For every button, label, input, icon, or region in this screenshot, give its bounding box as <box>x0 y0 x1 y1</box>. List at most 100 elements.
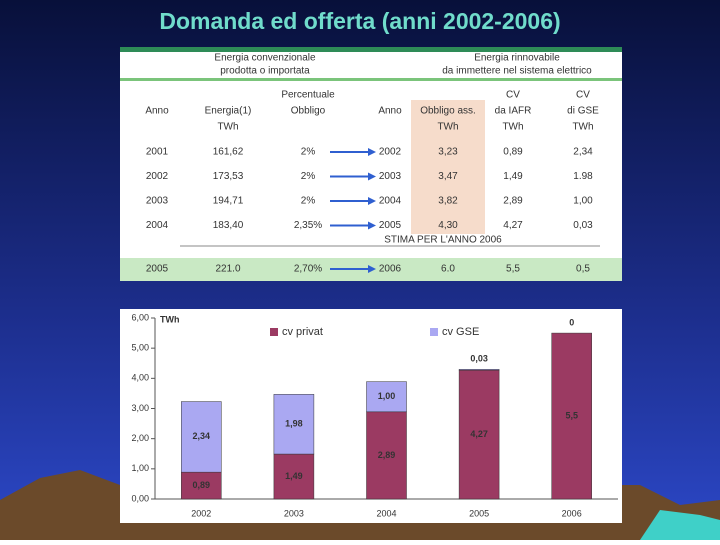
bar-segment <box>458 369 500 500</box>
table-cell: 2% <box>301 171 316 182</box>
value-label: 1,98 <box>285 419 303 429</box>
column-header: Anno <box>145 106 169 117</box>
arrow-head <box>368 197 376 205</box>
y-tick-label: 3,00 <box>131 403 149 413</box>
column-header: Energia(1) <box>205 106 252 117</box>
legend-label: cv privat <box>282 326 323 338</box>
bar-segment <box>273 394 315 455</box>
table-cell: 2003 <box>379 171 402 182</box>
table-cell: 2005 <box>146 264 169 275</box>
value-label: 2,89 <box>378 450 396 460</box>
group-header: Energia convenzionale <box>214 53 316 64</box>
table-cell: 0,03 <box>573 220 593 231</box>
bar-segment <box>551 332 592 500</box>
table-cell: 3,82 <box>438 196 458 207</box>
column-header: Anno <box>378 106 402 117</box>
arrow-head <box>368 265 376 273</box>
table-cell: 161,62 <box>213 147 244 158</box>
table-band <box>120 78 622 81</box>
table-cell: 2005 <box>379 220 402 231</box>
bar-segment <box>366 381 407 413</box>
value-label: 0,89 <box>193 480 211 490</box>
group-header: Energia rinnovabile <box>474 53 560 64</box>
table-cell: 2004 <box>379 196 402 207</box>
value-label: 5,5 <box>565 410 578 420</box>
column-header: TWh <box>437 122 458 133</box>
x-tick-label: 2005 <box>469 508 489 518</box>
table-cell: 4,27 <box>503 220 523 231</box>
table-cell: 4,30 <box>438 220 458 231</box>
group-header: da immettere nel sistema elettrico <box>442 66 592 77</box>
y-tick-label: 4,00 <box>131 373 149 383</box>
column-header: CV <box>506 90 520 101</box>
table-cell: 2,34 <box>573 147 593 158</box>
value-label: 1,00 <box>378 391 396 401</box>
water <box>640 510 720 540</box>
bar-segment <box>181 401 222 473</box>
value-label: 4,27 <box>470 429 488 439</box>
chart: 0,00 1,00 2,00 3,00 4,00 5,00 6,00 TWh 0,89 1,49 2… <box>120 309 622 523</box>
table-cell: 2002 <box>146 171 169 182</box>
y-tick-label: 2,00 <box>131 433 149 443</box>
legend-swatch <box>430 328 438 336</box>
x-tick-label: 2002 <box>191 508 211 518</box>
table-cell: 2006 <box>379 264 402 275</box>
table-cell: 3,47 <box>438 171 458 182</box>
table-cell: 2,89 <box>503 196 523 207</box>
column-header: Obbligo ass. <box>420 106 476 117</box>
table-cell: 1,49 <box>503 171 523 182</box>
value-label: 0,03 <box>470 354 488 364</box>
table-cell: 2% <box>301 196 316 207</box>
table-cell: 1.98 <box>573 171 593 182</box>
table-highlight <box>411 100 485 234</box>
table-cell: 2,70% <box>294 264 322 275</box>
table-cell: 183,40 <box>213 220 244 231</box>
table-cell: 1,00 <box>573 196 593 207</box>
x-tick-label: 2006 <box>562 508 582 518</box>
table-cell: 5,5 <box>506 264 520 275</box>
table-cell: 2% <box>301 147 316 158</box>
legend-swatch <box>270 328 278 336</box>
table-band <box>120 47 622 52</box>
value-label: 0 <box>569 317 574 327</box>
y-tick-label: 6,00 <box>131 312 149 322</box>
column-header: TWh <box>572 122 593 133</box>
table-cell: 3,23 <box>438 147 458 158</box>
table-bg <box>120 47 622 281</box>
table-cell: 2,35% <box>294 220 322 231</box>
table-cell: 6.0 <box>441 264 455 275</box>
arrow-head <box>368 172 376 181</box>
arrow-head <box>368 148 376 156</box>
table-cell: 2002 <box>379 147 402 158</box>
table-cell: 0,89 <box>503 147 523 158</box>
column-header: Percentuale <box>281 90 335 101</box>
column-header: di GSE <box>567 106 599 117</box>
x-tick-label: 2004 <box>376 508 396 518</box>
column-header: TWh <box>502 122 523 133</box>
column-header: da IAFR <box>495 106 532 117</box>
bar-segment <box>366 411 407 500</box>
column-header: TWh <box>217 122 238 133</box>
table-cell: 221.0 <box>215 264 240 275</box>
table: Energia convenzionale prodotta o importat… <box>120 47 622 281</box>
table-cell: 194,71 <box>213 196 244 207</box>
slide-title: Domanda ed offerta (anni 2002-2006) <box>159 8 560 34</box>
table-cell: 0,5 <box>576 264 590 275</box>
table-cell: 173,53 <box>213 171 244 182</box>
y-tick-label: 0,00 <box>131 493 149 503</box>
value-label: 2,34 <box>193 431 211 441</box>
group-header: prodotta o importata <box>220 66 310 77</box>
legend-label: cv GSE <box>442 326 479 338</box>
table-cell: 2004 <box>146 220 169 231</box>
arrow-head <box>368 221 376 230</box>
table-note: STIMA PER L'ANNO 2006 <box>384 235 502 246</box>
y-tick-label: 5,00 <box>131 343 149 353</box>
y-axis-label: TWh <box>160 314 180 324</box>
column-header: CV <box>576 90 590 101</box>
value-label: 1,49 <box>285 471 303 481</box>
table-cell: 2001 <box>146 147 169 158</box>
x-tick-label: 2003 <box>284 508 304 518</box>
y-tick-label: 1,00 <box>131 463 149 473</box>
